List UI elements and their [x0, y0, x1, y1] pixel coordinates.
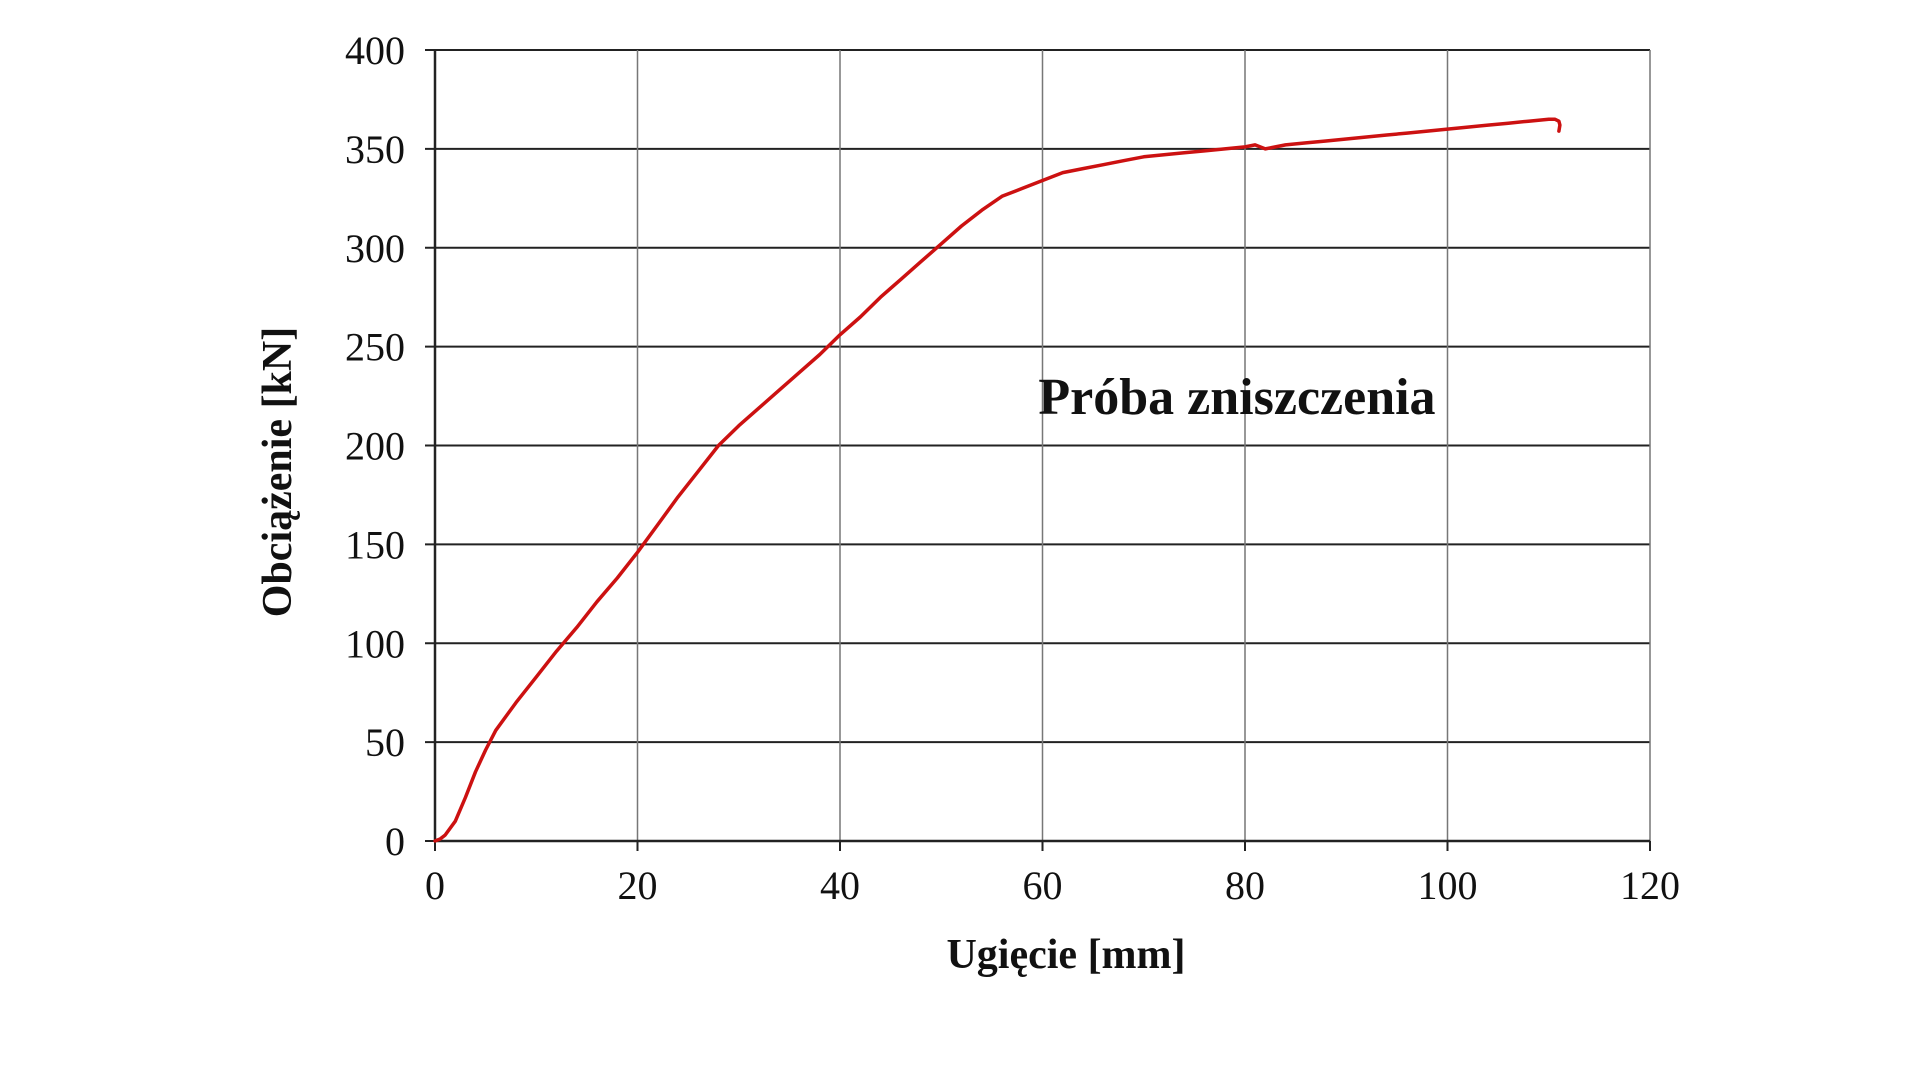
x-tick-label: 120 [1620, 863, 1680, 908]
series-line-0 [433, 117, 1562, 843]
x-tick-label: 20 [618, 863, 658, 908]
series [433, 117, 1562, 843]
y-tick-label: 50 [365, 720, 405, 765]
y-tick-label: 300 [345, 226, 405, 271]
tick-labels: 0 50 100 150 200 250 300 350 400 0 20 40 60 80 100 120 [345, 28, 1680, 908]
grid [435, 49, 1651, 841]
x-tick-label: 80 [1225, 863, 1265, 908]
y-axis-title: Obciążenie [kN] [255, 327, 301, 617]
x-axis-title: Ugięcie [mm] [946, 932, 1185, 978]
x-tick-label: 100 [1418, 863, 1478, 908]
x-tick-label: 0 [425, 863, 445, 908]
y-tick-label: 100 [345, 621, 405, 666]
y-tick-label: 0 [385, 819, 405, 864]
x-tick-label: 40 [820, 863, 860, 908]
y-tick-label: 150 [345, 522, 405, 567]
y-tick-label: 350 [345, 127, 405, 172]
annotation-label: Próba zniszczenia [1038, 369, 1435, 426]
y-tick-label: 400 [345, 28, 405, 73]
axes [425, 49, 1651, 851]
y-tick-label: 200 [345, 424, 405, 469]
y-tick-label: 250 [345, 325, 405, 370]
x-tick-label: 60 [1023, 863, 1063, 908]
